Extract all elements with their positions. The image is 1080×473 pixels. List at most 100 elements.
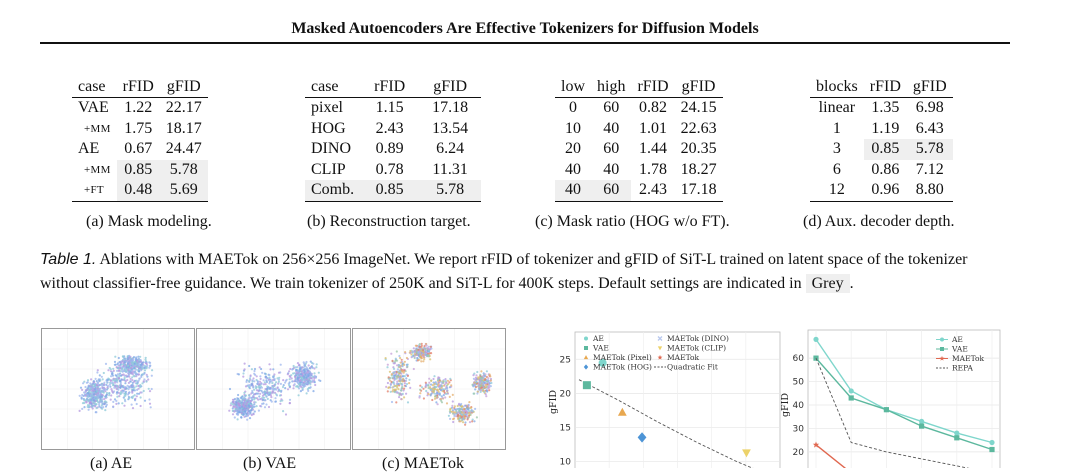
cell: 0.48 xyxy=(116,180,160,202)
cell: 0.86 xyxy=(871,160,900,178)
data-point xyxy=(848,395,854,401)
cell: 60 xyxy=(603,140,620,157)
umap-caption-a: (a) AE xyxy=(90,455,133,472)
y-tick-label: 20 xyxy=(560,389,572,399)
cell: 17.18 xyxy=(432,99,469,116)
cell: 60 xyxy=(603,99,620,116)
table-reconstruction-target: case rFID gFID pixel 1.15 17.18 HOG 2.43 13.… xyxy=(305,77,482,202)
legend-marker xyxy=(584,346,588,350)
data-point xyxy=(848,388,854,394)
quadratic-fit-line xyxy=(578,379,754,468)
table-row: VAE 1.22 22.17 xyxy=(72,98,208,119)
table-decoder-depth: blocks rFID gFID linear 1.35 6.98 1 1.19 6.4… xyxy=(810,77,953,202)
cell: VAE xyxy=(78,99,109,116)
table-row: 40 60 2.43 17.18 xyxy=(555,180,723,202)
cell: AE xyxy=(78,140,100,157)
subcaption-d: (d) Aux. decoder depth. xyxy=(803,213,955,230)
col-header: rFID xyxy=(863,77,907,98)
y-tick-label: 15 xyxy=(560,423,571,433)
col-header: case xyxy=(72,77,117,98)
table-row: +MM 0.85 5.78 xyxy=(72,159,208,180)
cell: +MM xyxy=(84,163,111,176)
col-header: case xyxy=(305,77,361,98)
legend-label: MAETok (DINO) xyxy=(667,334,729,343)
cell: 24.15 xyxy=(680,99,717,116)
cell: 0.85 xyxy=(360,180,420,202)
legend-label: MAETok (CLIP) xyxy=(667,344,726,353)
header-rule xyxy=(40,42,1010,44)
y-tick-label: 10 xyxy=(560,458,572,468)
umap-scatter xyxy=(42,329,194,449)
plot-frame xyxy=(807,329,1001,468)
cell: 20 xyxy=(565,140,581,157)
subcaption-b: (b) Reconstruction target. xyxy=(307,213,471,230)
legend-marker xyxy=(940,347,944,351)
cell: 1.19 xyxy=(871,119,900,137)
umap-caption-b: (b) VAE xyxy=(243,455,297,472)
cell: 60 xyxy=(591,180,632,202)
cell: 6.43 xyxy=(915,119,944,137)
legend-label: MAETok xyxy=(952,354,985,363)
col-header: low xyxy=(555,77,591,98)
table-row: +MM 1.75 18.17 xyxy=(72,119,208,140)
legend-label: VAE xyxy=(951,345,968,354)
cell: Comb. xyxy=(305,180,361,202)
caption-text: Ablations with MAETok on 256×256 ImageNe… xyxy=(40,251,968,292)
cell: 5.78 xyxy=(159,159,208,180)
cell: 8.80 xyxy=(906,180,953,202)
legend-marker xyxy=(657,336,663,341)
y-tick-label: 50 xyxy=(793,378,805,388)
cell: 22.63 xyxy=(680,119,717,137)
cell: 17.18 xyxy=(674,180,723,202)
col-header: rFID xyxy=(116,77,160,98)
cell: 5.78 xyxy=(906,139,953,160)
data-point xyxy=(582,381,591,390)
table-caption: Table 1. Ablations with MAETok on 256×25… xyxy=(40,248,1015,296)
cell: 18.17 xyxy=(165,119,202,137)
cell: 10 xyxy=(565,119,581,137)
cell: DINO xyxy=(311,140,351,157)
cell: 40 xyxy=(603,160,620,178)
legend-marker xyxy=(583,355,589,360)
cell: 2.43 xyxy=(631,180,675,202)
cell: 40 xyxy=(565,160,581,178)
cell: 0.85 xyxy=(116,159,160,180)
umap-vae xyxy=(196,328,351,450)
cell: 1.35 xyxy=(871,99,900,116)
legend-label: VAE xyxy=(592,344,609,353)
cell: 0.82 xyxy=(639,99,667,116)
cell: 40 xyxy=(555,180,591,202)
y-tick-label: 60 xyxy=(793,354,805,364)
legend-marker xyxy=(583,364,589,370)
legend-label: MAETok (HOG) xyxy=(593,363,652,372)
caption-end: . xyxy=(849,275,854,292)
legend-marker xyxy=(939,355,945,361)
table-row: 20 60 1.44 20.35 xyxy=(555,139,723,160)
cell: 18.27 xyxy=(680,160,717,178)
legend-label: Quadratic Fit xyxy=(667,363,718,372)
data-point xyxy=(637,432,647,443)
table-row: linear 1.35 6.98 xyxy=(810,98,953,119)
cell: 3 xyxy=(832,140,841,157)
legend-label: AE xyxy=(592,334,604,343)
cell: 22.17 xyxy=(165,99,202,116)
cell: 20.35 xyxy=(680,140,717,157)
y-tick-label: 20 xyxy=(793,448,805,458)
cell: 6.24 xyxy=(436,140,465,157)
table-row: Comb. 0.85 5.78 xyxy=(305,180,482,202)
data-point xyxy=(954,430,960,436)
table-mask-modeling: case rFID gFID VAE 1.22 22.17 +MM 1.75 18.17… xyxy=(72,77,208,202)
table-row: pixel 1.15 17.18 xyxy=(305,98,481,119)
data-point xyxy=(617,407,627,416)
umap-ae xyxy=(41,328,195,450)
col-header: gFID xyxy=(419,77,482,98)
cell: 5.69 xyxy=(159,180,208,202)
legend-marker xyxy=(657,354,663,360)
legend-marker xyxy=(940,337,944,342)
table-row: 40 40 1.78 18.27 xyxy=(555,160,723,181)
cell: 11.31 xyxy=(432,160,468,178)
cell: 0.85 xyxy=(863,139,907,160)
table-row: 3 0.85 5.78 xyxy=(810,139,953,160)
data-point xyxy=(598,358,607,367)
cell: 1.15 xyxy=(375,99,404,116)
